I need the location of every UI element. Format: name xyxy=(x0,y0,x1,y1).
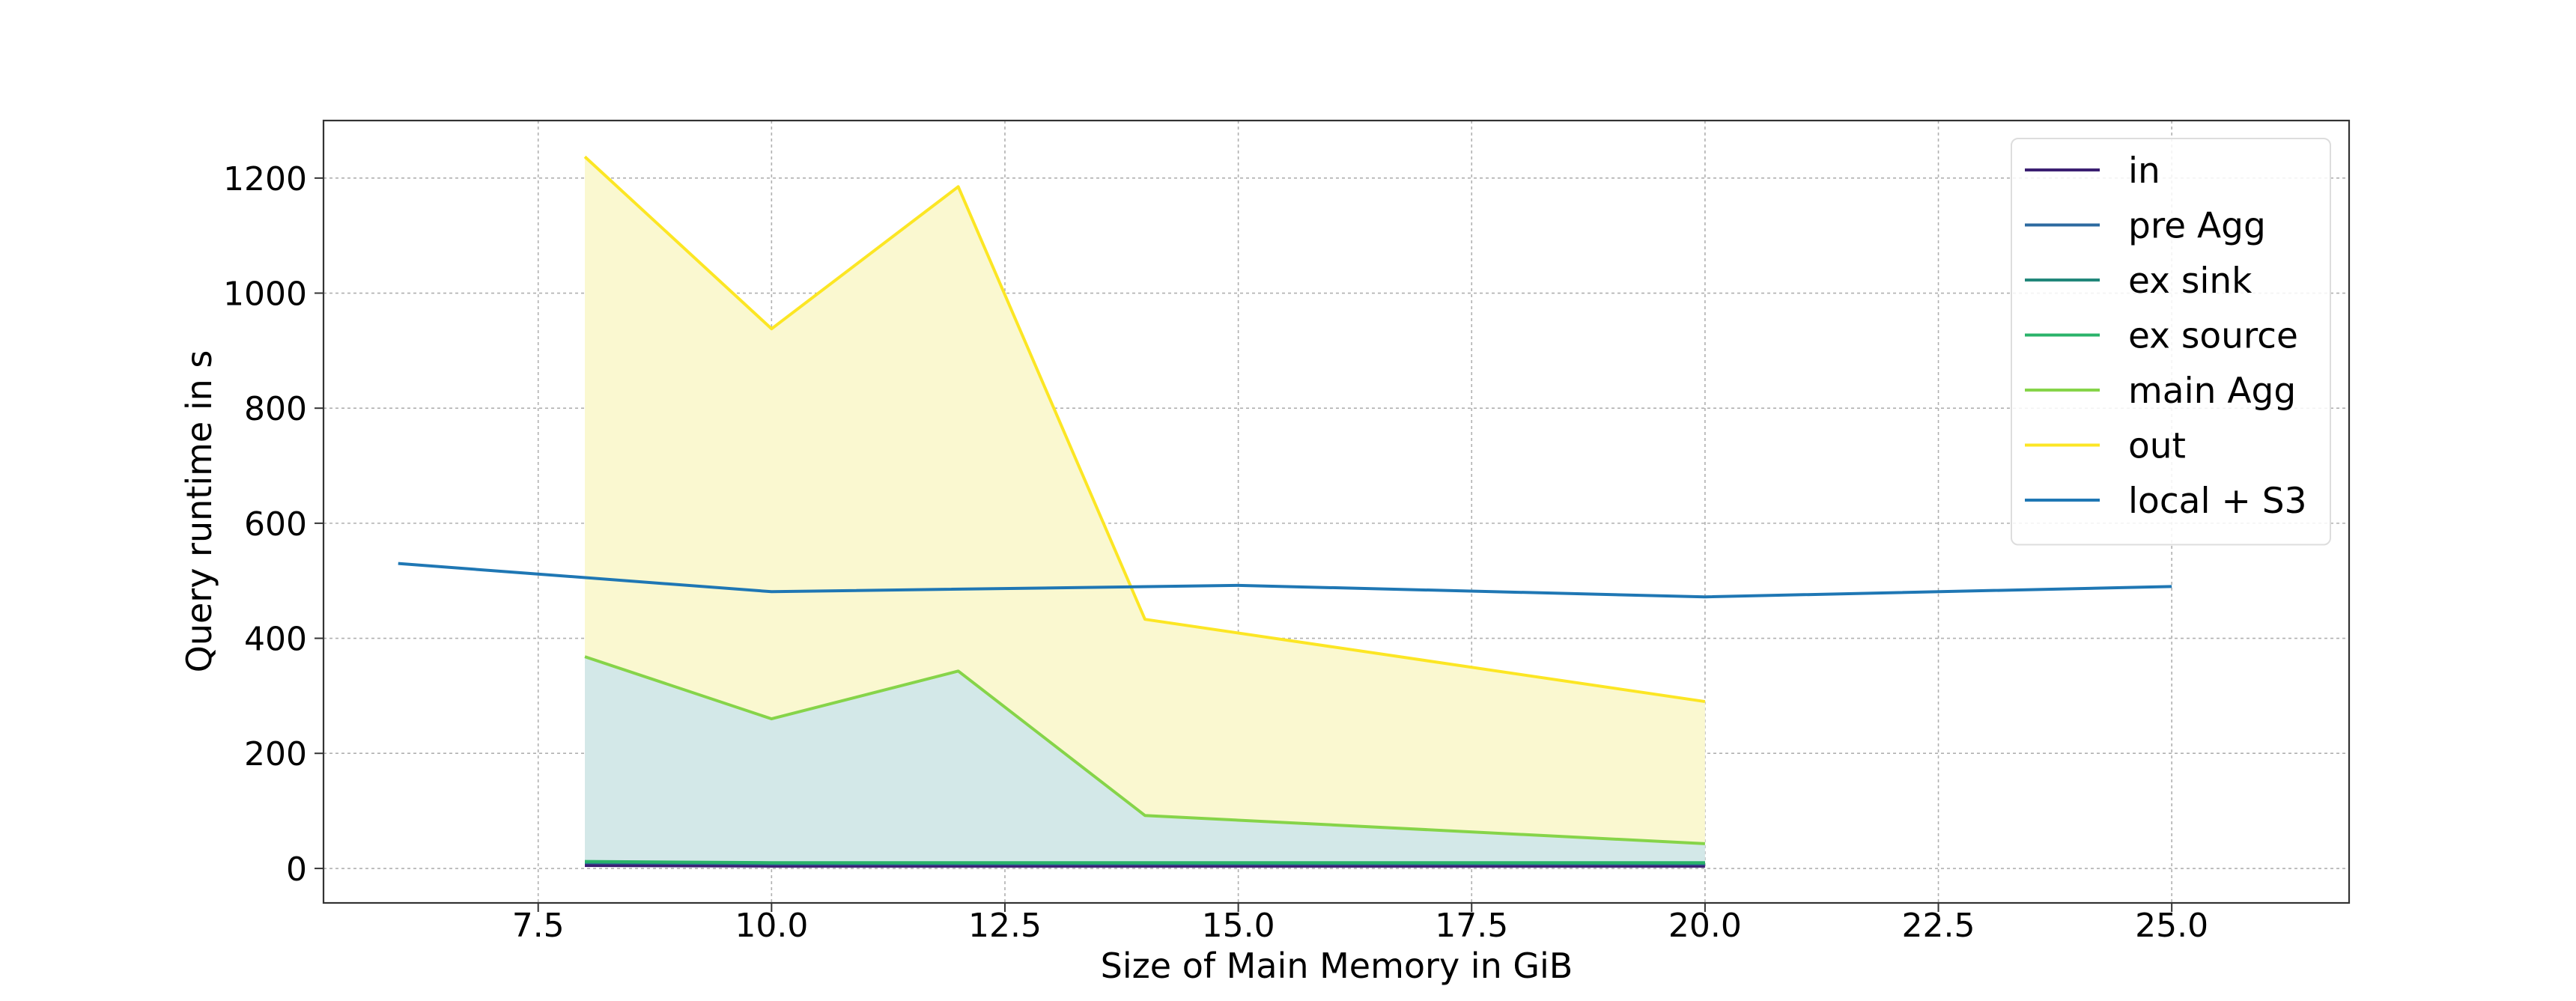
x-axis-label: Size of Main Memory in GiB xyxy=(1101,946,1573,986)
y-tick-label: 200 xyxy=(244,735,307,773)
x-tick-label: 15.0 xyxy=(1202,907,1275,945)
legend-label-ex-sink: ex sink xyxy=(2128,261,2253,302)
y-tick-label: 0 xyxy=(286,851,307,889)
series-line-main-agg xyxy=(584,655,1705,845)
legend-label-ex-source: ex source xyxy=(2128,316,2298,357)
legend-label-in: in xyxy=(2128,150,2160,192)
x-tick-label: 12.5 xyxy=(968,907,1042,945)
y-tick-label: 1000 xyxy=(223,276,307,314)
series-line-out xyxy=(583,155,1706,704)
x-tick-label: 17.5 xyxy=(1435,907,1508,945)
series-line-ex-source xyxy=(585,859,1705,865)
x-tick-label: 25.0 xyxy=(2135,907,2208,945)
y-axis-label: Query runtime in s xyxy=(179,350,219,673)
legend-label-main-agg: main Agg xyxy=(2128,371,2296,412)
legend: in pre Agg ex sink ex source main Agg out loca… xyxy=(2011,138,2331,546)
x-tick-label: 20.0 xyxy=(1668,907,1742,945)
series-line-in xyxy=(585,864,1705,868)
area-fills xyxy=(585,156,1705,864)
x-tick-label: 7.5 xyxy=(512,907,565,945)
y-tick-label: 600 xyxy=(244,505,307,544)
y-tick-label: 1200 xyxy=(223,160,307,198)
y-tick-label: 800 xyxy=(244,390,307,428)
x-tick-label: 22.5 xyxy=(1902,907,1975,945)
fill-out xyxy=(585,156,1705,844)
x-tick-label: 10.0 xyxy=(735,907,808,945)
fill-main-agg xyxy=(585,657,1705,864)
legend-label-out: out xyxy=(2128,426,2186,467)
y-tick-label: 400 xyxy=(244,621,307,659)
x-axis-ticks: 7.5 10.0 12.5 15.0 17.5 20.0 22.5 25.0 xyxy=(512,903,2208,945)
legend-box xyxy=(2011,138,2331,546)
legend-label-pre-agg: pre Agg xyxy=(2128,206,2266,247)
y-axis-ticks: 0 200 400 600 800 1000 1200 xyxy=(223,160,323,889)
plot-frame xyxy=(322,119,2351,904)
series-line-local-s3 xyxy=(398,562,2172,599)
series-lines xyxy=(398,155,2172,868)
legend-label-local-s3: local + S3 xyxy=(2128,481,2307,522)
